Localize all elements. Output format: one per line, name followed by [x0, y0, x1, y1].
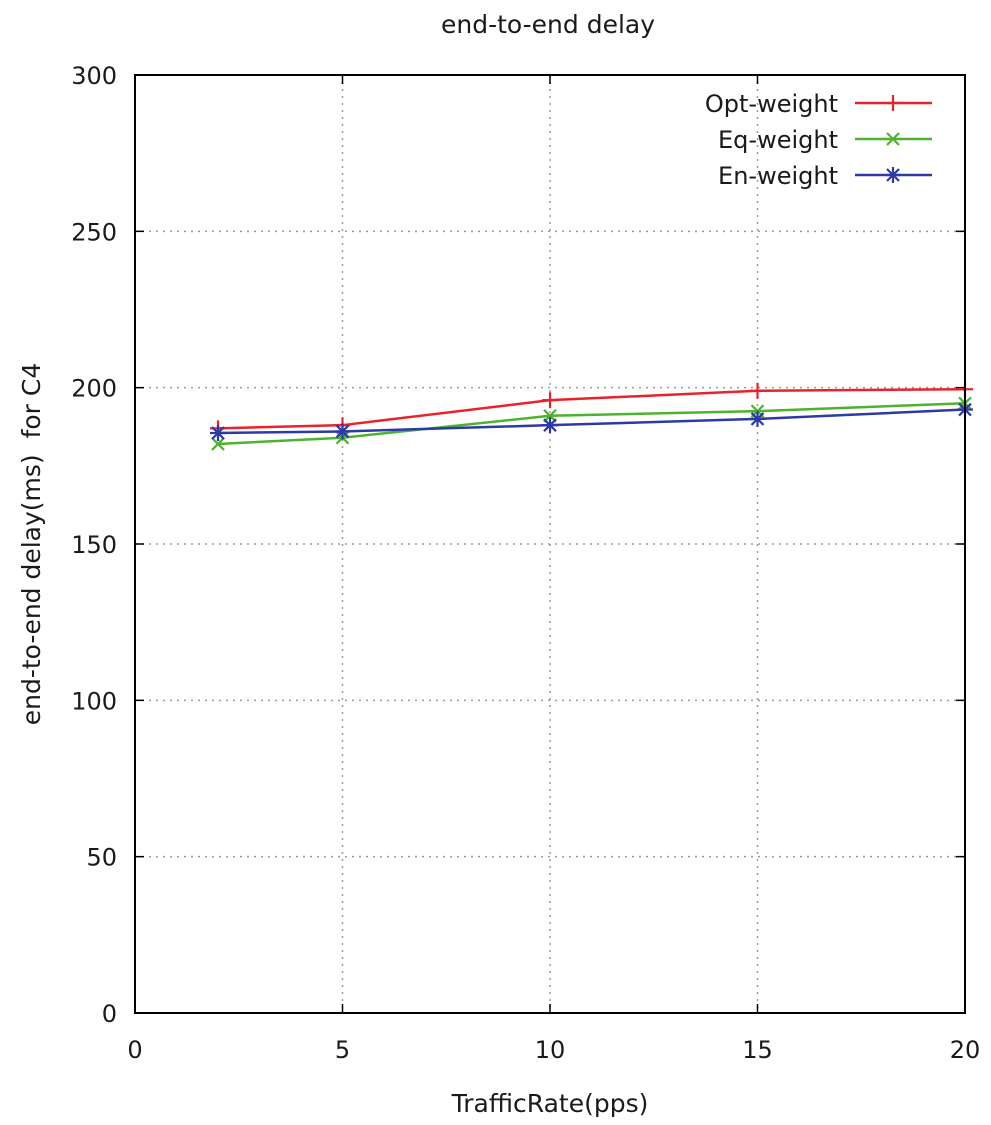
legend-entry: En-weight [718, 162, 932, 190]
data-point [210, 425, 226, 442]
legend-label: En-weight [718, 162, 838, 190]
data-point [542, 392, 558, 409]
y-tick-label: 100 [71, 687, 117, 715]
data-point [334, 423, 351, 440]
series-opt-weight [210, 381, 973, 437]
y-tick-label: 300 [71, 62, 117, 90]
axis-ticks: 0 50 100 150 200 250 300 0 5 10 15 20 [71, 62, 980, 1064]
x-tick-label: 15 [742, 1036, 773, 1064]
series-line [217, 408, 966, 435]
x-tick-label: 5 [335, 1036, 350, 1064]
x-tick-label: 10 [535, 1036, 566, 1064]
data-point [211, 437, 225, 451]
data-point [749, 410, 766, 427]
y-axis-label: end-to-end delay(ms) for C4 [17, 363, 46, 726]
x-tick-label: 0 [127, 1036, 142, 1064]
legend-entry: Opt-weight [705, 90, 932, 118]
y-tick-label: 0 [102, 1000, 117, 1028]
y-tick-label: 50 [86, 844, 117, 872]
legend-entry: Eq-weight [718, 126, 932, 154]
x-tick-label: 20 [950, 1036, 981, 1064]
legend-marker [886, 132, 900, 146]
legend-label: Opt-weight [705, 90, 838, 118]
x-axis-label: TrafficRate(pps) [451, 1089, 649, 1118]
data-point [542, 417, 558, 434]
chart-title: end-to-end delay [441, 10, 655, 39]
legend: Opt-weight Eq-weight En-weight [705, 90, 932, 190]
legend-label: Eq-weight [718, 126, 838, 154]
grid-lines [135, 75, 965, 1013]
data-point [749, 382, 766, 399]
y-tick-label: 250 [71, 218, 117, 246]
series-layer [210, 381, 973, 451]
legend-marker [885, 95, 901, 111]
plot-frame [134, 74, 966, 1014]
legend-marker [885, 167, 901, 183]
y-tick-label: 150 [71, 531, 117, 559]
y-tick-label: 200 [71, 375, 117, 403]
